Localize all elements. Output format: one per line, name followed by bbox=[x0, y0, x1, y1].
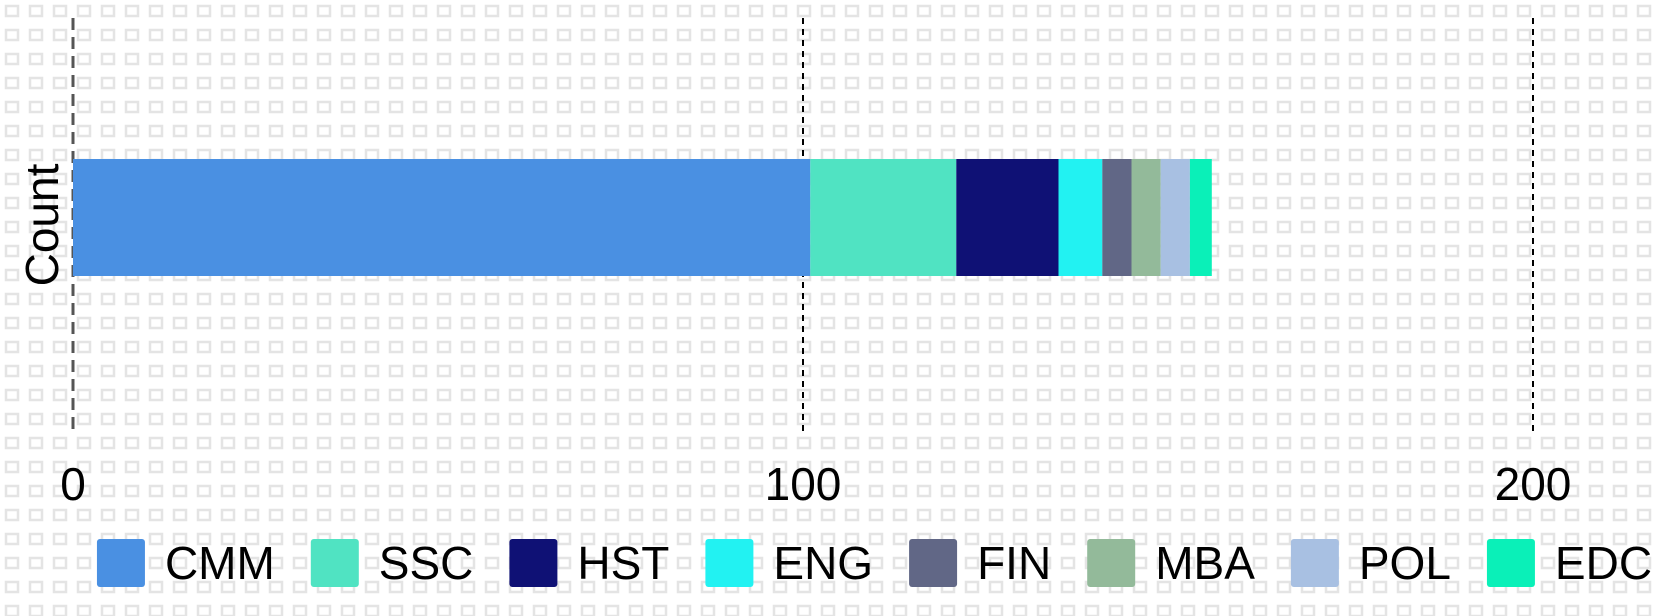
y-axis-title: Count bbox=[16, 163, 68, 286]
bar-segment-ssc bbox=[810, 159, 957, 276]
x-tick-label-0: 0 bbox=[60, 458, 86, 510]
legend-label-cmm: CMM bbox=[165, 537, 275, 589]
legend-swatch-hst bbox=[509, 539, 558, 587]
legend-label-pol: POL bbox=[1359, 537, 1451, 589]
legend-item-pol: POL bbox=[1290, 537, 1451, 589]
bar-segment-cmm bbox=[73, 159, 811, 276]
bar-segment-mba bbox=[1131, 159, 1161, 276]
bar-segment-fin bbox=[1102, 159, 1132, 276]
legend-swatch-mba bbox=[1087, 539, 1136, 587]
legend-swatch-cmm bbox=[96, 539, 145, 587]
legend-item-mba: MBA bbox=[1087, 537, 1255, 589]
bar-segment-pol bbox=[1160, 159, 1190, 276]
legend-item-fin: FIN bbox=[909, 537, 1051, 589]
legend-item-cmm: CMM bbox=[96, 537, 275, 589]
bar-segment-hst bbox=[956, 159, 1059, 276]
legend-swatch-ssc bbox=[310, 539, 359, 587]
legend-item-ssc: SSC bbox=[310, 537, 474, 589]
legend-item-hst: HST bbox=[509, 537, 669, 589]
bar-segment-eng bbox=[1058, 159, 1103, 276]
legend-label-eng: ENG bbox=[773, 537, 873, 589]
legend-label-mba: MBA bbox=[1155, 537, 1255, 589]
gridlines bbox=[71, 18, 1534, 433]
legend-item-edc: EDC bbox=[1486, 537, 1652, 589]
legend-swatch-fin bbox=[909, 539, 958, 587]
legend-swatch-edc bbox=[1486, 539, 1535, 587]
legend-label-hst: HST bbox=[577, 537, 669, 589]
x-tick-label-200: 200 bbox=[1495, 458, 1572, 510]
bar-segment-edc bbox=[1189, 159, 1212, 276]
legend-item-eng: ENG bbox=[705, 537, 873, 589]
x-tick-labels: 0 100 200 bbox=[60, 458, 1571, 510]
legend-label-fin: FIN bbox=[977, 537, 1051, 589]
legend: CMM SSC HST ENG FIN MBA POL EDC bbox=[96, 537, 1652, 589]
legend-label-edc: EDC bbox=[1555, 537, 1652, 589]
x-tick-label-100: 100 bbox=[765, 458, 842, 510]
bar-segments bbox=[73, 159, 1212, 276]
legend-swatch-eng bbox=[705, 539, 754, 587]
legend-label-ssc: SSC bbox=[379, 537, 474, 589]
legend-swatch-pol bbox=[1290, 539, 1339, 587]
